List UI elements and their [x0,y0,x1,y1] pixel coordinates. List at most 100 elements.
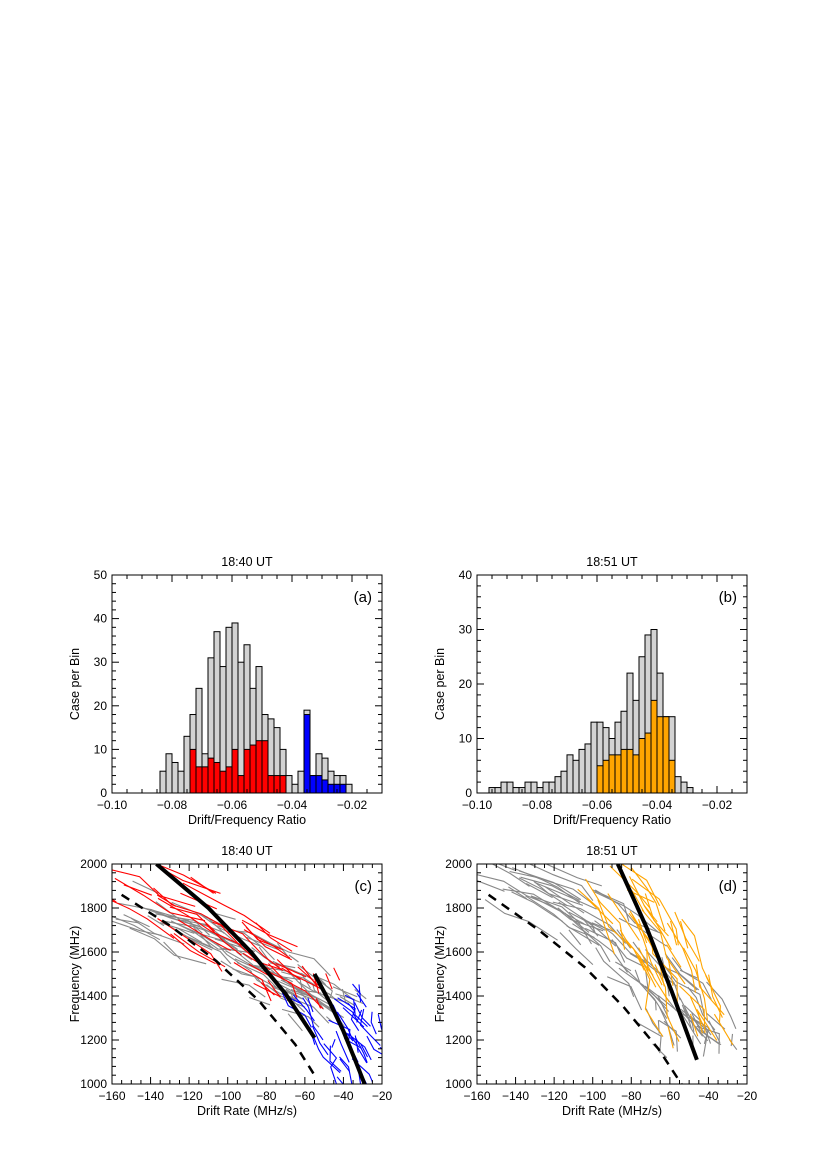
histogram-bar [674,776,682,794]
histogram-bar [243,748,251,794]
drift-trace [221,978,266,998]
drift-trace [276,982,325,1010]
histogram-bar [261,740,269,794]
x-tick-label: −80 [621,1089,642,1103]
histogram-bar [219,770,227,794]
drift-trace [311,1025,329,1056]
drift-trace [674,911,700,962]
histogram-bar [650,699,658,794]
panel-c: −160 −140 −120 −100 −80 −60 −40 −20 1000 1200 1400… [68,844,393,1118]
drift-trace [337,997,360,1031]
drift-trace [689,1013,699,1037]
drift-trace [176,926,203,943]
y-tick-label: 1800 [445,901,472,915]
panel-letter: (c) [355,878,373,895]
histogram-bar [255,740,263,794]
drift-trace [233,962,272,1002]
histogram-bar [345,783,353,794]
drift-trace [205,923,242,956]
drift-trace [288,981,324,1010]
drift-trace [597,899,645,971]
drift-trace [307,997,314,1013]
histogram-bar [237,661,245,794]
drift-trace [616,929,631,949]
drift-trace [118,902,203,934]
drift-trace [366,1035,382,1055]
drift-trace [629,876,672,950]
drift-trace [730,1033,734,1047]
drift-trace [705,975,721,1023]
panel-a: −0.10 −0.08 −0.06 −0.04 −0.02 0 10 20 30 40 50 18:4… [68,555,383,827]
drift-trace [190,876,214,894]
histogram-bar [506,781,514,794]
x-tick-label: −100 [214,1089,241,1103]
y-tick-label: 1600 [80,945,107,959]
drift-trace [558,901,596,934]
drift-trace [667,1026,674,1049]
drift-trace [199,933,252,954]
drift-trace [631,878,679,946]
drift-trace [607,893,640,941]
y-tick-label: 0 [100,786,107,800]
x-tick-label: −80 [256,1089,277,1103]
drift-trace [332,986,358,998]
histogram-bar [237,775,245,794]
drift-trace [525,883,553,899]
drift-trace [545,864,602,887]
drift-trace [681,918,714,990]
x-tick-label: −0.08 [522,798,553,812]
y-axis-label: Case per Bin [68,648,82,720]
drift-trace [333,967,341,981]
drift-trace [689,996,704,1027]
drift-trace [342,1007,365,1028]
drift-trace [379,1046,382,1050]
drift-trace [679,985,706,1034]
panel-b: −0.10 −0.08 −0.06 −0.04 −0.02 0 10 20 30 40 18:51 … [433,555,748,827]
drift-trace [182,882,271,934]
histogram-bar [159,770,167,794]
drift-trace [354,1035,359,1053]
drift-trace [508,886,527,900]
drift-trace [708,974,723,1018]
drift-trace [232,968,261,980]
drift-trace [170,933,216,965]
drift-trace [329,1045,342,1072]
histogram-bar [644,732,652,794]
drift-trace [276,980,332,1006]
x-tick-label: −120 [176,1089,203,1103]
drift-trace [258,946,296,969]
x-tick-label: −0.10 [97,798,128,812]
drift-trace [641,909,686,985]
histogram-bar [566,754,574,794]
histogram-bar [291,783,299,794]
histogram-bar [500,781,508,794]
x-tick-label: −120 [541,1089,568,1103]
drift-trace [509,870,597,907]
y-tick-label: 1000 [80,1077,107,1091]
drift-trace [115,918,140,924]
drift-trace [683,947,709,1021]
histogram-bar [249,744,257,794]
histogram-bar [201,766,209,794]
x-tick-label: −0.06 [582,798,613,812]
drift-trace [112,869,196,907]
drift-trace [163,941,181,960]
drift-trace [301,965,319,989]
drift-trace [384,1039,393,1060]
drift-trace [559,932,594,966]
x-axis-label: Drift/Frequency Ratio [553,813,671,827]
histogram-bar [542,781,550,794]
histogram-bar [638,738,646,794]
drift-trace [377,1014,382,1032]
histogram-bar [602,759,610,794]
y-tick-label: 20 [94,699,108,713]
y-tick-label: 10 [459,732,473,746]
drift-trace [309,1027,341,1074]
histogram-bar [590,721,598,794]
x-tick-label: −0.02 [337,798,368,812]
drift-trace [261,978,277,989]
plot-lines [112,864,393,1084]
x-tick-label: −140 [502,1089,529,1103]
drift-trace [112,920,162,936]
drift-trace [637,1022,662,1054]
